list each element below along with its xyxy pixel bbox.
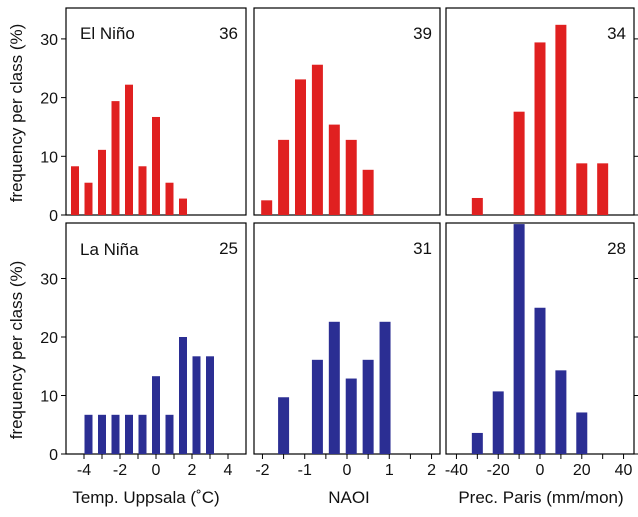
x-tick-label: -1 (298, 462, 312, 479)
x-tick-label: -2 (113, 462, 127, 479)
bar (555, 370, 567, 454)
bar (165, 414, 174, 454)
bar (362, 359, 374, 454)
bar (138, 414, 147, 454)
bar (84, 414, 93, 454)
x-tick-label: 40 (615, 462, 633, 479)
bar (362, 169, 374, 215)
panel-4: 25 -4 -2 0 2 4 0 10 20 30 (40, 222, 247, 479)
x-tick-label: -40 (445, 462, 468, 479)
panel-2: 39 (253, 7, 441, 216)
bar (471, 432, 483, 454)
y-tick-label: 10 (40, 149, 58, 166)
sample-count: 36 (219, 24, 238, 43)
bar (471, 197, 483, 215)
y-tick-label: 0 (49, 447, 58, 464)
bar (206, 356, 214, 454)
bar (311, 64, 323, 215)
row-label-la-nina: La Niña (80, 240, 139, 259)
bar (328, 321, 340, 454)
y-axis-title-bottom: frequency per class (%) (7, 261, 26, 440)
bar (125, 414, 133, 454)
x-axis-title-naoi: NAOI (328, 488, 370, 507)
bar (534, 42, 546, 216)
bar (597, 163, 609, 215)
bar (295, 79, 306, 215)
bar (152, 376, 160, 454)
y-tick-label: 0 (49, 208, 58, 225)
bar (492, 391, 504, 454)
panel-6: 28 -40 -20 0 20 40 (445, 222, 638, 479)
bar (534, 307, 546, 454)
bar (125, 84, 133, 215)
panel-3: 34 (445, 7, 638, 216)
sample-count: 28 (607, 239, 626, 258)
x-tick-label: 0 (152, 462, 161, 479)
bar (138, 166, 147, 215)
bar (71, 166, 79, 215)
x-tick-label: -2 (255, 462, 269, 479)
x-tick-label: 2 (188, 462, 197, 479)
bar (278, 139, 290, 215)
x-tick-label: 0 (536, 462, 545, 479)
x-axis-title-precipitation: Prec. Paris (mm/mon) (458, 488, 623, 507)
x-tick-label: 2 (427, 462, 436, 479)
bar (345, 378, 357, 454)
y-tick-label: 30 (40, 32, 58, 49)
bar (576, 412, 588, 454)
panel-5: 31 -2 -1 0 1 2 (253, 222, 441, 479)
sample-count: 25 (219, 239, 238, 258)
bar (328, 124, 340, 215)
x-axis-title-temperature: Temp. Uppsala (˚C) (72, 488, 219, 507)
row-label-el-nino: El Niño (80, 24, 135, 43)
bar (576, 163, 588, 215)
x-tick-label: 1 (385, 462, 394, 479)
bar (278, 397, 290, 454)
x-tick-label: -4 (77, 462, 91, 479)
y-tick-label: 30 (40, 272, 58, 289)
sample-count: 31 (413, 239, 432, 258)
bar (152, 116, 160, 215)
sample-count: 34 (607, 24, 626, 43)
bar (513, 224, 525, 454)
bar (98, 149, 106, 215)
bar (379, 321, 391, 454)
bar (179, 198, 187, 215)
y-tick-label: 20 (40, 330, 58, 347)
panel-1: 36 0 10 20 30 (40, 7, 247, 225)
y-tick-label: 20 (40, 91, 58, 108)
bar (179, 337, 187, 454)
bar (311, 359, 323, 454)
bar (111, 101, 120, 215)
x-tick-label: 4 (224, 462, 233, 479)
bar (84, 182, 93, 215)
x-tick-label: -20 (487, 462, 510, 479)
y-tick-label: 10 (40, 389, 58, 406)
bar (261, 200, 273, 215)
bar (513, 111, 525, 215)
sample-count: 39 (413, 24, 432, 43)
y-axis-title-top: frequency per class (%) (7, 24, 26, 203)
x-tick-label: 20 (573, 462, 591, 479)
bar (111, 414, 120, 454)
bar (98, 414, 106, 454)
bar (165, 182, 174, 215)
bar (555, 24, 567, 216)
bar (345, 139, 357, 215)
x-tick-label: 0 (343, 462, 352, 479)
bar (192, 356, 201, 454)
